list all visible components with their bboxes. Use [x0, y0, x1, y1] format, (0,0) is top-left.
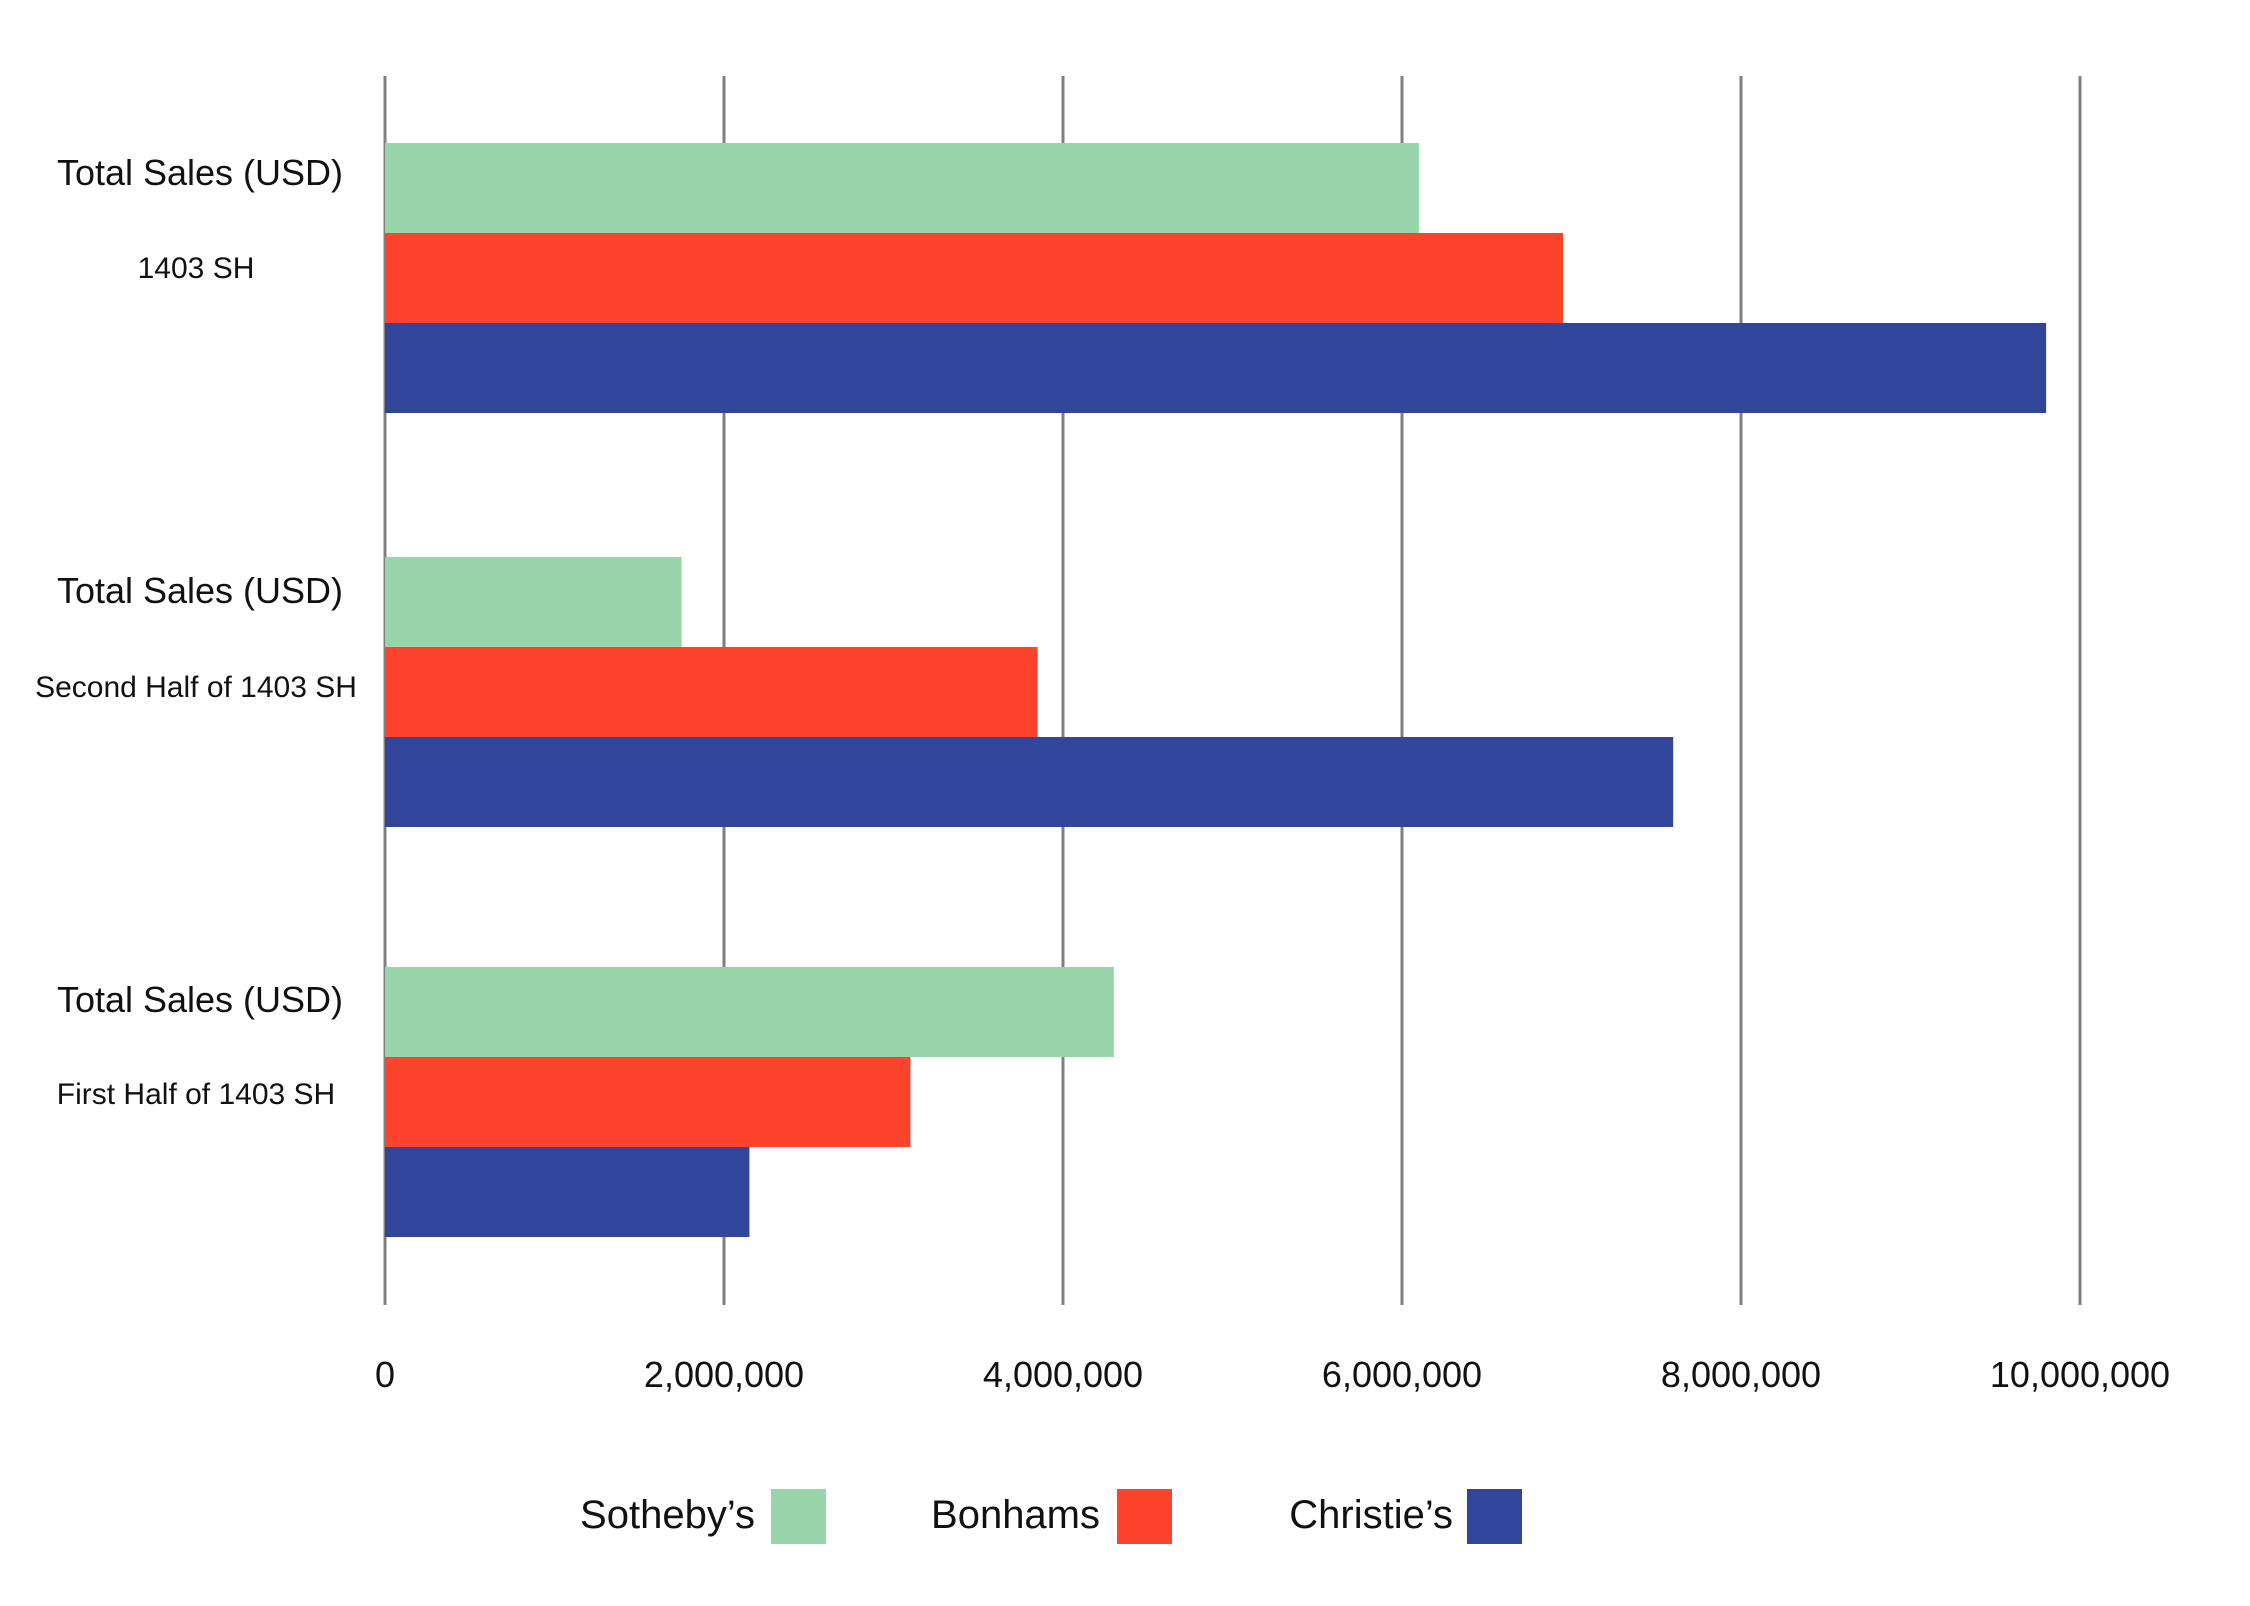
legend-swatch-christies: [1467, 1489, 1522, 1544]
legend-swatch-bonhams: [1117, 1489, 1172, 1544]
x-axis: 0 2,000,000 4,000,000 6,000,000 8,000,000 10,…: [375, 1354, 2170, 1395]
bar-christies-0: [385, 323, 2047, 413]
legend-label-sothebys: Sotheby’s: [580, 1493, 755, 1537]
x-tick-label: 8,000,000: [1661, 1354, 1821, 1395]
category-subtitle: 1403 SH: [138, 252, 255, 285]
x-tick-label: 6,000,000: [1322, 1354, 1482, 1395]
bar-christies-2: [385, 1147, 750, 1237]
bar-sothebys-1: [385, 557, 682, 647]
bar-christies-1: [385, 737, 1674, 827]
category-title: Total Sales (USD): [57, 152, 343, 193]
bar-sothebys-0: [385, 143, 1419, 233]
bars: [385, 143, 2047, 1237]
bar-bonhams-2: [385, 1057, 911, 1147]
x-tick-label: 4,000,000: [983, 1354, 1143, 1395]
bar-bonhams-0: [385, 233, 1564, 323]
x-tick-label: 2,000,000: [644, 1354, 804, 1395]
legend-label-bonhams: Bonhams: [931, 1493, 1100, 1537]
category-title: Total Sales (USD): [57, 570, 343, 611]
legend: Sotheby’s Bonhams Christie’s: [580, 1489, 1522, 1544]
x-tick-label: 0: [375, 1354, 395, 1395]
bar-sothebys-2: [385, 967, 1114, 1057]
x-tick-label: 10,000,000: [1990, 1354, 2170, 1395]
category-title: Total Sales (USD): [57, 979, 343, 1020]
category-subtitle: Second Half of 1403 SH: [35, 671, 357, 704]
category-labels: Total Sales (USD) 1403 SH Total Sales (USD…: [35, 152, 357, 1111]
bar-bonhams-1: [385, 647, 1038, 737]
legend-swatch-sothebys: [771, 1489, 826, 1544]
legend-label-christies: Christie’s: [1289, 1493, 1453, 1537]
category-subtitle: First Half of 1403 SH: [57, 1078, 335, 1111]
